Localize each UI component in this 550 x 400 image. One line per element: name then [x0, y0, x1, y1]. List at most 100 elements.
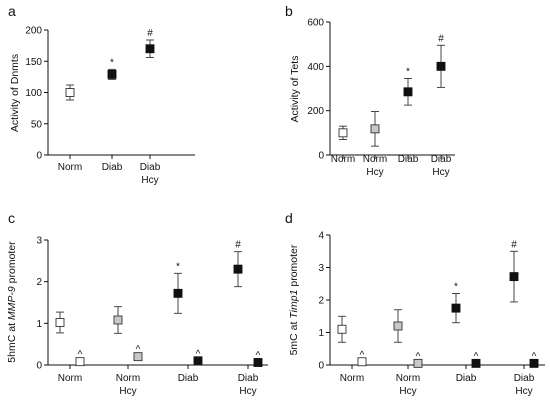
x-category-line: Norm — [331, 154, 355, 165]
x-category-line: Hcy — [399, 386, 416, 397]
data-point — [413, 358, 423, 368]
panel-letter: a — [8, 3, 16, 19]
x-category-label: Diab Hcy — [431, 154, 452, 178]
x-category-line: Diab — [398, 154, 419, 165]
x-category-line: Diab — [102, 162, 123, 173]
y-tick-label: 600 — [307, 18, 324, 29]
x-category-line: Norm — [58, 162, 82, 173]
significance-label: ^ — [78, 350, 83, 361]
y-tick-label: 1 — [318, 328, 324, 339]
panel-letter: c — [8, 210, 15, 226]
x-category-line: Hcy — [239, 386, 256, 397]
data-point — [509, 272, 519, 282]
x-category-label: Diab — [102, 162, 123, 173]
y-axis-title: Activity of Tets — [289, 56, 301, 123]
significance-label: * — [454, 282, 458, 293]
x-category-line: Diab — [140, 162, 161, 173]
data-point — [55, 318, 65, 327]
data-point — [436, 61, 446, 71]
data-point — [529, 358, 539, 368]
y-axis-title: Activity of Dnmts — [9, 54, 21, 132]
data-point — [145, 44, 155, 54]
significance-label: ^ — [474, 351, 479, 362]
x-category-label: Norm Hcy — [363, 154, 387, 178]
x-category-label: Norm — [58, 373, 82, 384]
y-tick-label: 200 — [25, 26, 42, 37]
significance-label: # — [235, 240, 241, 251]
x-category-line: Diab — [431, 154, 452, 165]
y-axis-title-part: Timp1 — [288, 290, 300, 319]
x-category-line: Norm — [58, 373, 82, 384]
y-tick-label: 4 — [318, 231, 324, 242]
x-category-line: Hcy — [141, 175, 158, 186]
significance-label: # — [147, 28, 153, 39]
x-category-line: Norm — [396, 373, 420, 384]
data-point — [253, 358, 263, 367]
x-category-line: Diab — [178, 373, 199, 384]
data-point — [133, 352, 143, 362]
x-category-line: Norm — [363, 154, 387, 165]
y-axis-title-part: 5mC at — [288, 319, 300, 356]
y-axis-title: 5hmC at MMP-9 promoter — [6, 241, 18, 363]
y-tick-label: 200 — [307, 106, 324, 117]
panel-letter: d — [285, 210, 293, 226]
data-point — [451, 303, 461, 313]
y-tick-label: 100 — [25, 88, 42, 99]
significance-label: * — [406, 67, 410, 78]
y-tick-label: 2 — [36, 277, 42, 288]
x-category-line: Norm — [116, 373, 140, 384]
y-tick-label: 0 — [36, 361, 42, 372]
significance-label: * — [176, 261, 180, 272]
y-axis-title-part: promoter — [6, 241, 18, 286]
x-category-label: Diab — [398, 154, 419, 165]
y-axis-title-part: MMP-9 — [6, 286, 18, 320]
x-category-label: Diab Hcy — [140, 162, 161, 186]
data-point — [233, 264, 243, 274]
significance-label: ^ — [256, 351, 261, 362]
data-point — [471, 358, 481, 368]
x-category-label: Diab — [456, 373, 477, 384]
data-point — [393, 321, 403, 331]
x-category-label: Diab Hcy — [238, 373, 259, 397]
y-tick-label: 3 — [36, 236, 42, 247]
y-tick-label: 400 — [307, 62, 324, 73]
data-point — [337, 324, 347, 334]
y-tick-label: 0 — [36, 151, 42, 162]
x-category-label: Norm — [340, 373, 364, 384]
y-tick-label: 0 — [318, 361, 324, 372]
y-tick-label: 1 — [36, 319, 42, 330]
y-axis-title: 5mC at Timp1 promoter — [288, 244, 300, 355]
data-point — [193, 356, 203, 366]
data-point — [338, 128, 348, 138]
y-axis-title-part: promoter — [288, 244, 300, 289]
x-category-label: Norm Hcy — [396, 373, 420, 397]
x-category-line: Norm — [340, 373, 364, 384]
x-category-line: Hcy — [515, 386, 532, 397]
data-point — [173, 288, 183, 298]
significance-label: # — [438, 33, 444, 44]
y-tick-label: 2 — [318, 296, 324, 307]
x-category-line: Diab — [514, 373, 535, 384]
significance-label: # — [511, 239, 517, 250]
data-point — [403, 87, 413, 97]
x-category-line: Hcy — [366, 167, 383, 178]
x-category-label: Diab Hcy — [514, 373, 535, 397]
significance-label: ^ — [136, 345, 141, 356]
significance-label: ^ — [196, 349, 201, 360]
significance-label: * — [110, 57, 114, 68]
x-category-line: Hcy — [119, 386, 136, 397]
data-point — [370, 124, 380, 134]
x-category-label: Diab — [178, 373, 199, 384]
data-point — [113, 315, 123, 325]
x-category-line: Hcy — [432, 167, 449, 178]
x-category-label: Norm — [331, 154, 355, 165]
data-point — [75, 357, 85, 367]
significance-label: ^ — [532, 351, 537, 362]
data-point — [65, 88, 75, 97]
significance-label: ^ — [416, 351, 421, 362]
y-tick-label: 0 — [318, 151, 324, 162]
